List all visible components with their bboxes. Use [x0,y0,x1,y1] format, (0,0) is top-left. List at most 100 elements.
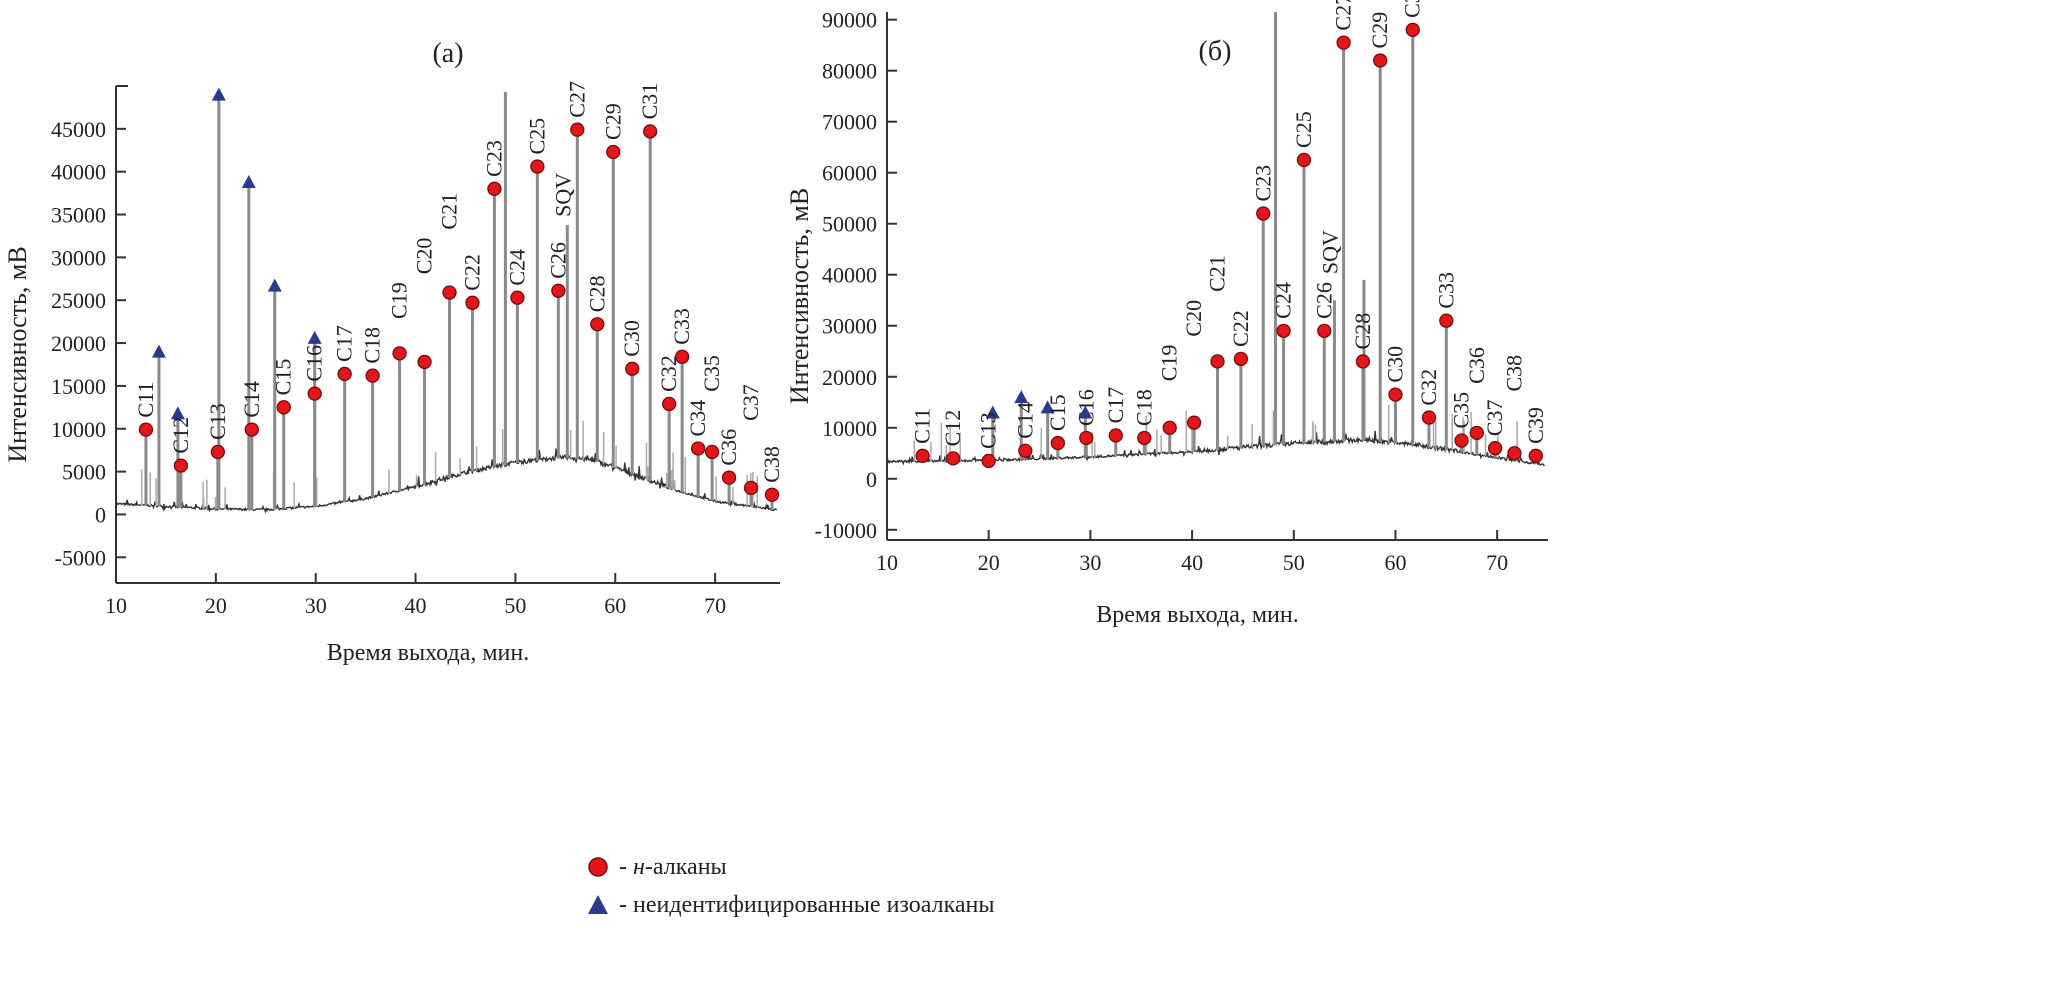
y-tick-label: 15000 [51,374,106,399]
n-alkane-marker [307,386,322,401]
n-alkane-marker [487,181,502,196]
n-alkane-marker [625,361,640,376]
n-alkane-marker [570,122,585,137]
peak-label: C39 [1523,407,1548,444]
isoalkane-marker [985,405,1000,419]
n-alkane-marker [690,441,706,456]
baseline-trace [886,429,1545,467]
peak-label: C30 [619,320,644,357]
n-alkane-marker [337,366,352,382]
n-alkane-marker [1186,415,1202,430]
legend-italic: н [633,853,645,880]
n-alkane-marker [1373,53,1388,68]
y-tick-label: 45000 [51,117,106,142]
n-alkane-marker [417,354,432,370]
peak-label: C29 [600,103,625,140]
y-axis-label: Интенсивность, мВ [785,188,814,404]
peak-label: C31 [637,83,662,120]
x-tick-label: 30 [305,593,327,618]
peak-label: C17 [332,325,357,362]
n-alkane-marker [1162,420,1177,435]
isoalkane-marker [170,406,185,420]
peak-label: C34 [685,400,710,437]
isoalkane-marker [151,344,166,358]
legend-prefix: - [619,853,633,880]
n-alkane-marker [945,451,961,466]
n-alkane-marker [1137,430,1152,446]
legend-label: - неидентифицированные изоалканы [619,891,995,918]
peak-label: C29 [1367,12,1392,49]
x-tick-label: 70 [704,593,726,618]
peak-label: C36 [1464,347,1489,384]
y-tick-label: 35000 [51,203,106,228]
n-alkane-marker [1050,435,1065,451]
peak-label: C28 [584,276,609,313]
isoalkane-marker [211,87,226,101]
peak-label: C21 [436,193,461,230]
y-tick-label: 25000 [51,288,106,313]
x-tick-label: 50 [1283,550,1305,575]
y-tick-label: 20000 [51,331,106,356]
peak-label: C26 [1311,282,1336,319]
peak-label: C13 [205,403,230,440]
n-alkane-marker [606,144,621,160]
legend-suffix: -алканы [644,853,727,880]
legend-item-isoalkanes: - неидентифицированные изоалканы [585,886,995,924]
peak-label: C30 [1382,346,1407,383]
y-tick-label: 0 [866,467,877,492]
peak-label: C16 [1073,389,1098,426]
n-alkane-marker [704,444,720,460]
isoalkane-marker [307,330,322,344]
y-tick-label: 50000 [822,212,877,237]
n-alkane-marker [643,124,658,139]
n-alkane-marker [510,290,525,305]
legend-label: - н-алканы [619,854,727,881]
peak-label: C13 [976,412,1001,449]
x-tick-label: 10 [876,550,898,575]
chart-panel-a: (а) -5000 0 5000 10000 15000 20000 25000 30000 35… [3,38,784,666]
n-alkane-marker [465,295,480,310]
n-alkane-marker [915,448,930,463]
n-alkane-marker [662,396,677,412]
peak-label: C12 [168,417,193,454]
n-alkane-marker [551,283,566,298]
peak-label: C32 [656,355,681,392]
n-alkane-marker [1018,443,1033,458]
peak-label: C19 [387,282,412,319]
peak-label: C27 [564,81,589,118]
peak-label: C17 [1103,387,1128,424]
peak-label: C24 [1271,282,1296,319]
n-alkane-marker [1108,428,1123,443]
peak-label: C23 [1250,165,1275,202]
blue-triangle-icon [588,895,608,914]
peak-label: C24 [504,249,529,286]
n-alkane-marker [392,346,407,361]
n-alkane-marker [1210,354,1225,369]
y-tick-label: 30000 [51,245,106,270]
isoalkane-marker [1014,390,1029,404]
isoalkane-marker [1040,400,1055,414]
n-alkane-marker [442,285,457,300]
x-axis-label: Время выхода, мин. [327,640,529,666]
isoalkane-marker [1078,405,1093,419]
peak-label: C18 [360,327,385,364]
peak-label: C25 [524,118,549,155]
peak-label: C38 [1501,355,1526,392]
y-tick-label: 80000 [822,59,877,84]
peak-label: C35 [1449,392,1474,429]
n-alkane-marker [365,368,380,383]
n-alkane-marker [1296,152,1312,168]
n-alkane-marker [764,487,780,502]
n-alkane-marker [210,444,225,460]
peak-label: SQV [1317,230,1342,274]
peak-label: C28 [1350,313,1375,350]
peak-label: C15 [1045,394,1070,431]
n-alkane-marker [1355,354,1371,369]
y-tick-label: 0 [95,502,106,527]
isoalkane-marker [267,278,282,292]
peak-label: C23 [481,140,506,177]
peak-label: C14 [239,381,264,418]
y-tick-label: 30000 [822,314,877,339]
n-alkane-marker [530,159,545,174]
n-alkane-marker [173,458,189,473]
